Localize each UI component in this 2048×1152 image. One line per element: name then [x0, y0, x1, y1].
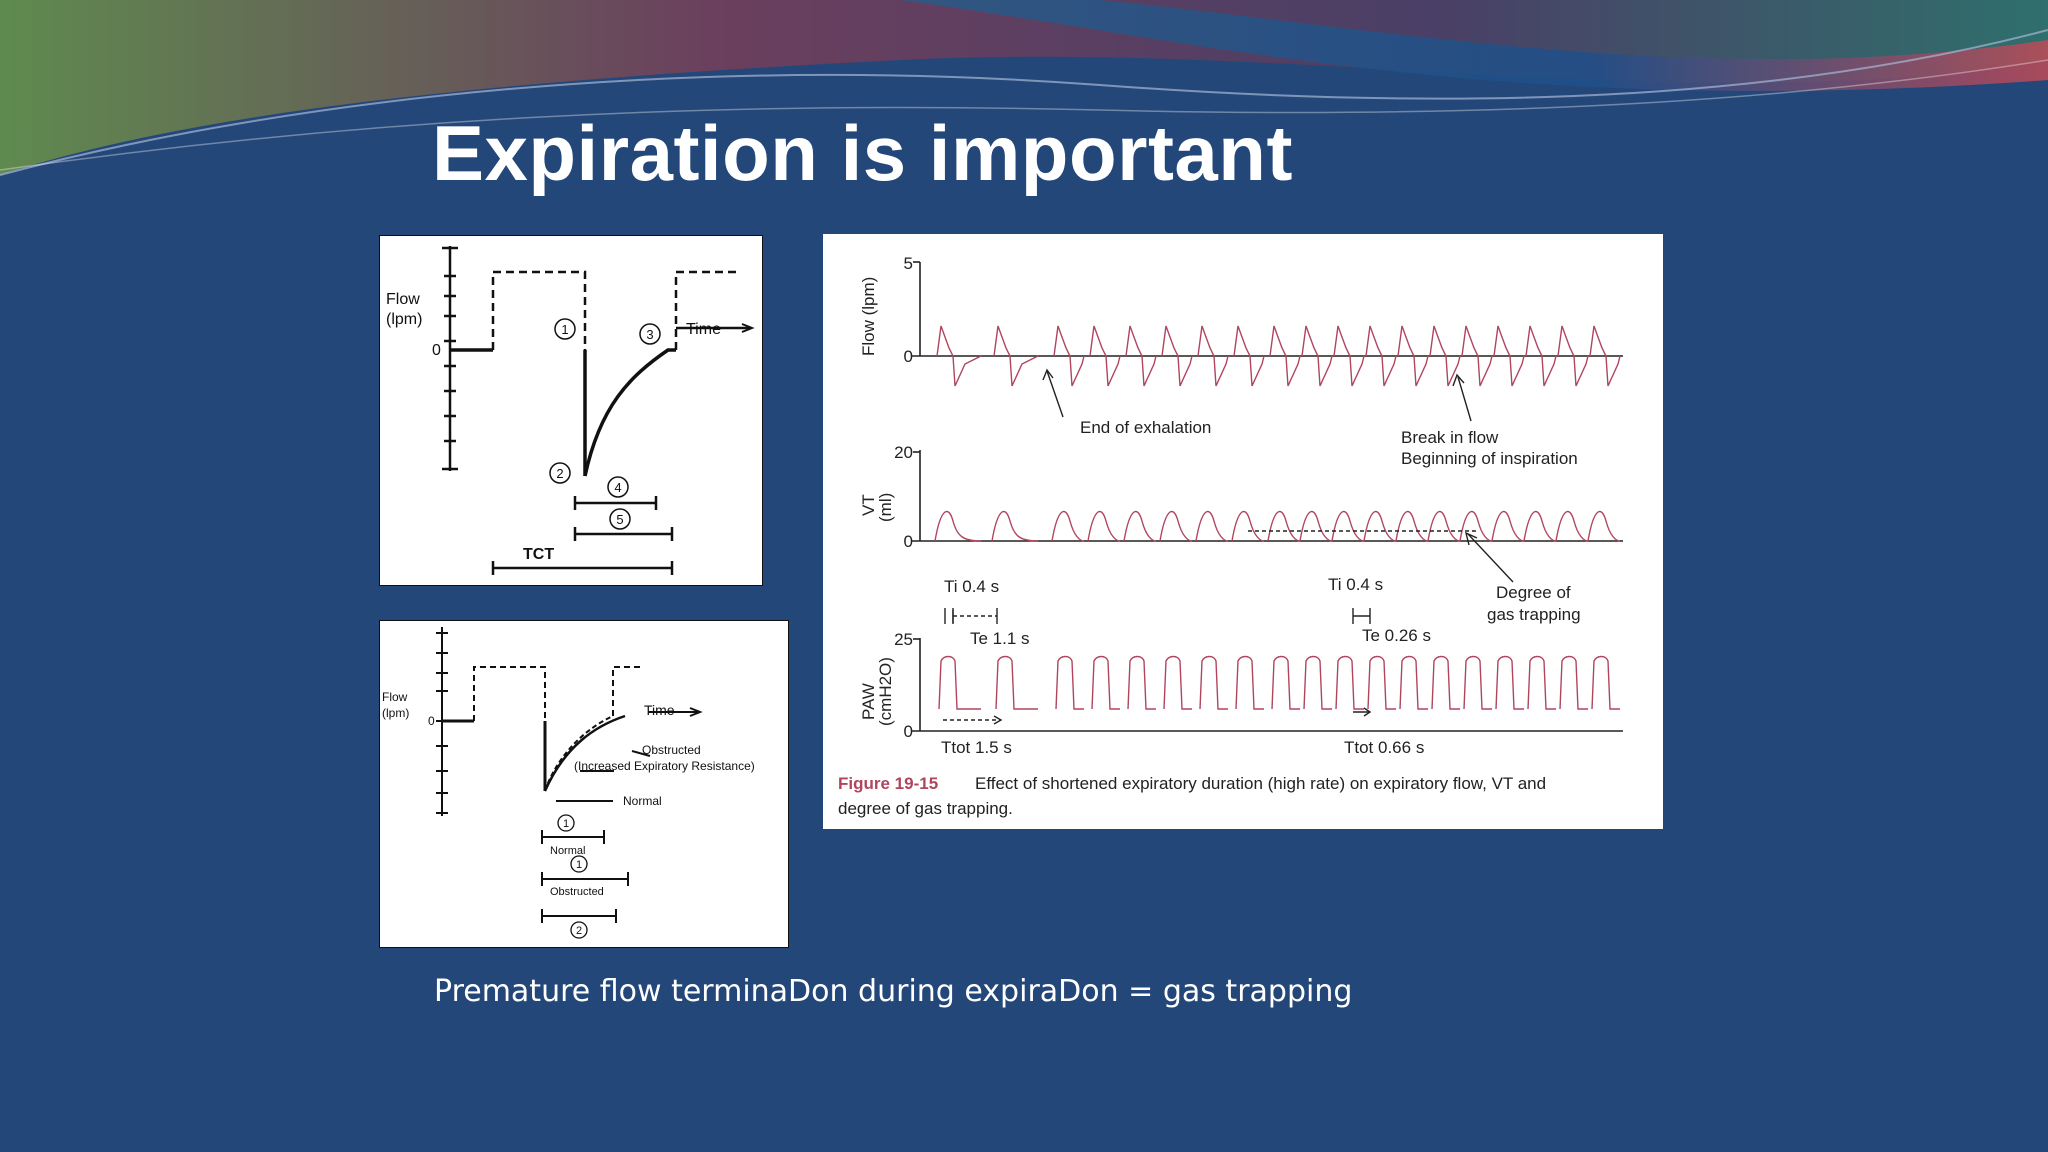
zero-label: 0 — [432, 342, 441, 359]
slide-caption: Premature flow terminaDon during expiraD… — [434, 974, 1353, 1009]
flow-label: Flow — [382, 690, 408, 704]
flow-zero-tick: 0 — [904, 347, 913, 366]
paw-zero-tick: 0 — [904, 722, 913, 741]
ttot-right-label: Ttot 0.66 s — [1344, 738, 1424, 757]
vt-max-tick: 20 — [894, 443, 913, 462]
tidal-volume-trace — [934, 510, 1621, 542]
marker-1-label: 1 — [561, 322, 568, 337]
marker-1-label: 1 — [563, 818, 569, 830]
beginning-of-inspiration-label: Beginning of inspiration — [1401, 449, 1578, 468]
figure-number: Figure 19-15 — [838, 774, 938, 793]
ti-right-label: Ti 0.4 s — [1328, 575, 1383, 594]
end-of-exhalation-label: End of exhalation — [1080, 418, 1211, 437]
marker-2-circle — [570, 921, 588, 939]
ti-left-label: Ti 0.4 s — [944, 577, 999, 596]
te-left-label: Te 1.1 s — [970, 629, 1030, 648]
marker-1b-circle — [570, 855, 588, 873]
tct-label: TCT — [523, 546, 554, 563]
break-in-flow-label: Break in flow — [1401, 428, 1499, 447]
ttot-left-label: Ttot 1.5 s — [941, 738, 1012, 757]
time-label: Time — [686, 321, 721, 338]
time-label: Time — [644, 702, 675, 718]
flow-axis-label: Flow (lpm) — [859, 277, 878, 356]
marker-4-label: 4 — [614, 480, 621, 495]
obstructed-label: Obstructed — [642, 743, 701, 757]
te-right-label: Te 0.26 s — [1362, 626, 1431, 645]
marker-2-label: 2 — [576, 925, 582, 937]
marker-5-circle — [609, 508, 631, 530]
normal-bar-label: Normal — [550, 845, 585, 857]
paw-unit-label: (cmH2O) — [876, 657, 895, 726]
marker-4-circle — [607, 476, 629, 498]
vt-zero-tick: 0 — [904, 532, 913, 551]
flow-unit-label: (lpm) — [386, 311, 422, 328]
gas-trapping-label: gas trapping — [1487, 605, 1581, 624]
zero-label: 0 — [428, 714, 435, 728]
degree-of-label: Degree of — [1496, 583, 1571, 602]
flow-waveform-figure: Flow (lpm) 0 Time TCT 1 3 2 4 5 — [379, 235, 763, 586]
marker-2-circle — [549, 462, 571, 484]
marker-5-label: 5 — [616, 512, 623, 527]
flow-max-tick: 5 — [904, 254, 913, 273]
gas-trapping-figure: 5 0 20 0 25 0 Flow (lpm) VT (ml) PAW (cm… — [823, 234, 1663, 829]
obstructed-bar-label: Obstructed — [550, 886, 604, 898]
slide-title: Expiration is important — [432, 109, 1293, 197]
flow-trace — [936, 325, 1621, 387]
normal-label: Normal — [623, 794, 662, 808]
vt-unit-label: (ml) — [876, 493, 895, 522]
flow-unit-label: (lpm) — [382, 706, 409, 720]
airway-pressure-trace — [938, 655, 1620, 710]
vt-axis-label: VT — [859, 494, 878, 516]
marker-2-label: 2 — [556, 466, 563, 481]
flow-label: Flow — [386, 291, 420, 308]
paw-max-tick: 25 — [894, 630, 913, 649]
figure-caption-line-1: Effect of shortened expiratory duration … — [975, 774, 1546, 793]
marker-1-circle — [554, 318, 576, 340]
marker-1-circle — [557, 814, 575, 832]
marker-3-label: 3 — [646, 327, 653, 342]
obstructed-vs-normal-figure: Flow (lpm) 0 Time Obstructed (Increased … — [379, 620, 789, 948]
paw-axis-label: PAW — [859, 683, 878, 720]
marker-1b-label: 1 — [576, 859, 582, 871]
obstructed-desc-label: (Increased Expiratory Resistance) — [574, 759, 755, 773]
figure-caption-line-2: degree of gas trapping. — [838, 799, 1013, 818]
marker-3-circle — [639, 323, 661, 345]
